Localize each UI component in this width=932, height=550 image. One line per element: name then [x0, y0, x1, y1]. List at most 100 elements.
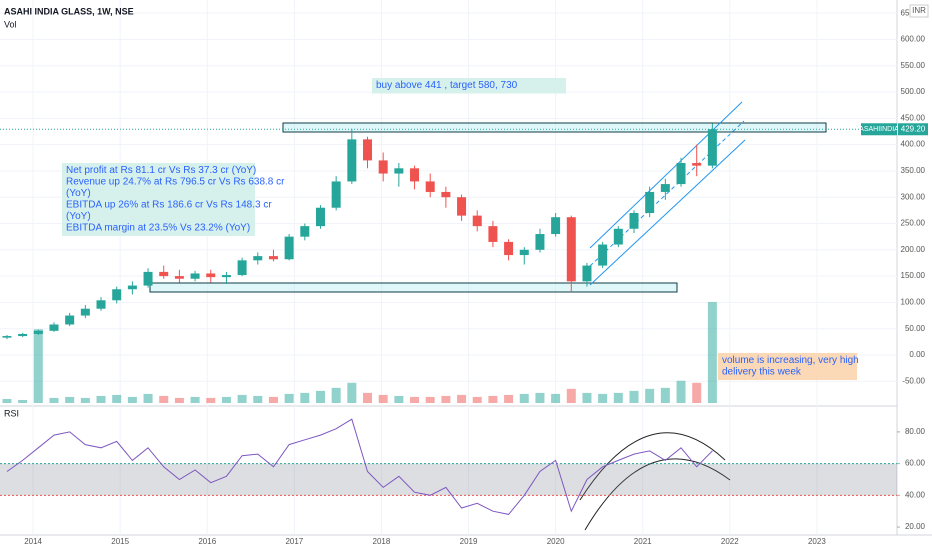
- volume-bar: [206, 397, 216, 403]
- currency-label: INR: [912, 6, 926, 15]
- volume-bar: [645, 388, 655, 403]
- volume-bar: [80, 397, 90, 403]
- candle-body: [488, 226, 498, 242]
- candle-body: [315, 207, 325, 227]
- rsi-arc-lower: [584, 458, 731, 531]
- annotation-text: EBITDA margin at 23.5% Vs 23.2% (YoY): [66, 223, 250, 234]
- candle-body: [112, 289, 122, 301]
- volume-bar: [221, 396, 231, 403]
- volume-bar: [410, 396, 420, 403]
- candle-body: [629, 212, 639, 229]
- volume-bar: [566, 388, 576, 403]
- candle-body: [425, 181, 435, 192]
- volume-bar: [18, 399, 28, 403]
- annotation-text: delivery this week: [722, 367, 802, 378]
- y-tick-label: 0.00: [909, 350, 925, 359]
- volume-bar: [65, 396, 75, 403]
- volume-bar: [190, 396, 200, 403]
- y-tick-label: 300.00: [901, 192, 926, 201]
- candle-body: [96, 300, 106, 309]
- volume-bar: [378, 394, 388, 403]
- y-tick-label: 450.00: [901, 113, 926, 122]
- volume-bar: [284, 393, 294, 403]
- candle-body: [300, 226, 310, 237]
- annotation-box: [718, 353, 857, 380]
- volume-bar: [613, 392, 623, 403]
- y-tick-label: 200.00: [901, 245, 926, 254]
- y-tick-label: 550.00: [901, 61, 926, 70]
- x-tick-label: 2016: [198, 537, 216, 546]
- volume-bar: [300, 392, 310, 403]
- y-tick-label: 500.00: [901, 87, 926, 96]
- candle-body: [331, 181, 341, 208]
- x-tick-label: 2022: [721, 537, 739, 546]
- volume-bar: [347, 382, 357, 403]
- x-tick-label: 2018: [373, 537, 391, 546]
- annotation-box: [62, 163, 255, 236]
- y-tick-label: 100.00: [901, 298, 926, 307]
- annotation-text: EBITDA up 26% at Rs 186.6 cr Vs Rs 148.3…: [66, 200, 272, 211]
- candle-body: [504, 241, 514, 256]
- volume-bar: [174, 397, 184, 403]
- candle-body: [441, 191, 451, 198]
- candle-body: [519, 249, 529, 256]
- candle-body: [159, 271, 169, 277]
- candle-body: [143, 271, 153, 286]
- volume-bar: [268, 396, 278, 403]
- rsi-label: RSI: [4, 408, 19, 418]
- rsi-tick-label: 60.00: [905, 459, 926, 468]
- candle-body: [49, 324, 59, 331]
- volume-bar: [315, 390, 325, 403]
- volume-bar: [598, 393, 608, 403]
- volume-bar: [629, 390, 639, 403]
- candle-body: [363, 139, 373, 161]
- volume-bar: [96, 395, 106, 403]
- candle-body: [18, 333, 28, 337]
- support-zone: [149, 282, 678, 293]
- volume-bar: [394, 395, 404, 403]
- candle-body: [347, 139, 357, 182]
- candle-body: [284, 236, 294, 260]
- y-tick-label: 600.00: [901, 35, 926, 44]
- x-tick-label: 2015: [111, 537, 129, 546]
- candle-body: [80, 308, 90, 316]
- symbol-title: ASAHI INDIA GLASS, 1W, NSE: [4, 6, 134, 16]
- volume-bar: [676, 380, 686, 403]
- candle-body: [237, 260, 247, 276]
- symbol-badge: [861, 123, 897, 136]
- volume-bar: [363, 392, 373, 403]
- annotation-text: (YoY): [66, 211, 91, 222]
- volume-bar: [660, 387, 670, 403]
- candle-body: [33, 330, 43, 334]
- volume-bar: [237, 394, 247, 403]
- x-tick-label: 2017: [285, 537, 303, 546]
- candle-body: [707, 129, 717, 166]
- candle-body: [206, 273, 216, 278]
- annotation-text: volume is increasing, very high: [722, 355, 859, 366]
- symbol-badge-text: ASAHIINDIA: [859, 126, 899, 133]
- candle-body: [535, 234, 545, 250]
- candle-body: [221, 275, 231, 278]
- price-badge: [898, 123, 928, 136]
- annotation-text: buy above 441 , target 580, 730: [376, 80, 518, 91]
- channel-upper: [589, 101, 743, 249]
- candle-body: [410, 168, 420, 182]
- x-tick-label: 2019: [460, 537, 478, 546]
- candle-body: [457, 197, 467, 216]
- candle-body: [174, 276, 184, 279]
- volume-bar: [441, 395, 451, 403]
- annotation-text: Net profit at Rs 81.1 cr Vs Rs 37.3 cr (…: [66, 165, 256, 176]
- candle-body: [253, 256, 263, 261]
- candle-body: [645, 191, 655, 213]
- volume-bar: [504, 394, 514, 403]
- resistance-zone: [282, 122, 827, 133]
- volume-label: Vol: [4, 19, 17, 29]
- x-tick-label: 2014: [24, 537, 42, 546]
- annotation-text: (YoY): [66, 188, 91, 199]
- volume-bar: [692, 382, 702, 403]
- x-tick-label: 2020: [547, 537, 565, 546]
- y-tick-label: -50.00: [902, 376, 925, 385]
- x-tick-label: 2021: [634, 537, 652, 546]
- candle-body: [613, 228, 623, 245]
